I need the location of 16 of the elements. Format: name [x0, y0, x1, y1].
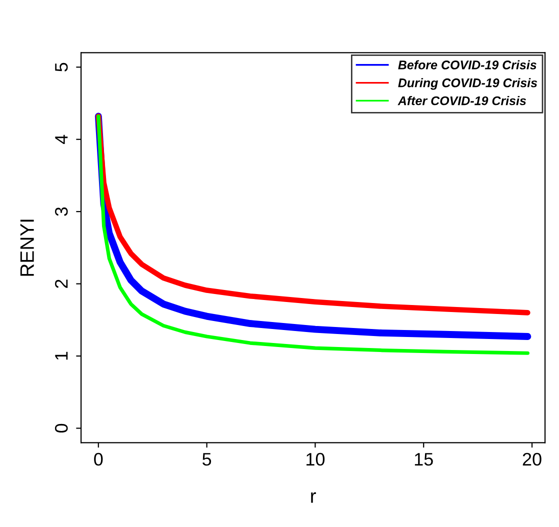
- x-axis-title: r: [311, 492, 316, 503]
- x-tick-label: 20: [522, 452, 542, 466]
- y-tick-label: 0: [54, 424, 68, 433]
- y-tick-label: 2: [54, 280, 68, 288]
- y-tick-label: 5: [55, 62, 68, 72]
- y-tick-label: 1: [55, 352, 68, 360]
- x-tick-label: 10: [306, 452, 325, 466]
- x-tick-label: 5: [202, 453, 212, 466]
- legend-label: During COVID-19 Crisis: [398, 78, 538, 90]
- y-tick-label: 3: [54, 207, 68, 216]
- legend-label: Before COVID-19 Crisis: [398, 60, 536, 70]
- x-tick-label: 15: [414, 453, 433, 466]
- y-axis-title: RENYI: [20, 220, 34, 276]
- legend-label: After COVID-19 Crisis: [398, 96, 526, 106]
- y-tick-label: 4: [55, 134, 68, 144]
- x-tick-label: 0: [94, 452, 103, 466]
